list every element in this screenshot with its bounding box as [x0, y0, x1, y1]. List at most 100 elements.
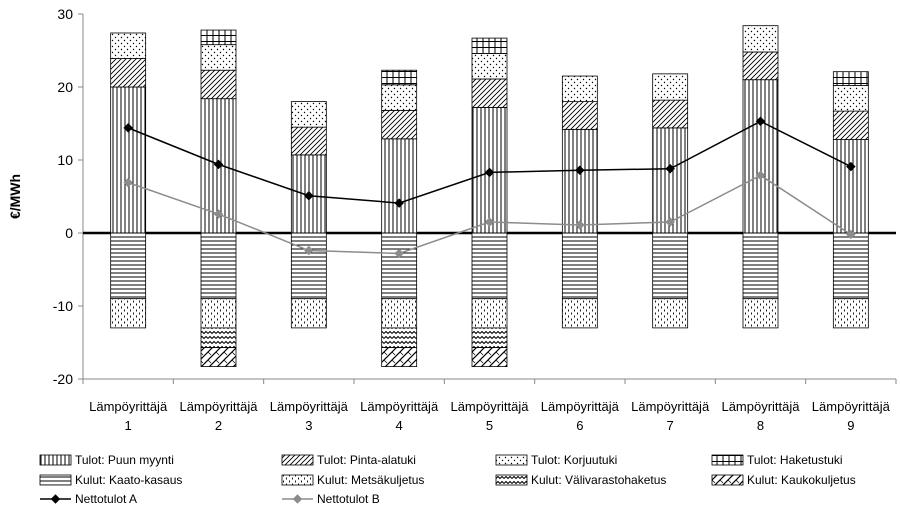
bar-segment [832, 139, 869, 234]
data-point [665, 217, 676, 227]
bar-segment [471, 347, 508, 367]
bar-segment [381, 69, 418, 86]
x-tick-label: 9 [847, 418, 854, 433]
data-point [394, 198, 405, 208]
x-tick-label: 6 [576, 418, 583, 433]
bar-segment [742, 298, 779, 329]
bar-segment [200, 327, 237, 349]
y-tick-label: 20 [57, 79, 73, 95]
bar-segment [110, 298, 147, 329]
bar-segment [471, 37, 508, 54]
legend-label: Tulot: Korjuutuki [531, 453, 617, 467]
bar-segment [290, 298, 327, 329]
bar-segment [110, 86, 147, 234]
x-tick-label: 8 [757, 418, 764, 433]
bar-segment [561, 75, 598, 103]
bar-segment [381, 298, 418, 329]
bar-segment [832, 232, 869, 300]
data-point [755, 170, 766, 181]
data-point [845, 161, 856, 172]
bar-segment [290, 101, 327, 128]
legend-swatch [495, 474, 528, 486]
lines [123, 116, 856, 259]
bar-segment [200, 44, 237, 71]
bar-segment [381, 109, 418, 140]
bar-segment [471, 298, 508, 329]
x-tick-label: Lämpöyrittäjä [812, 399, 891, 414]
bar-segment [110, 232, 147, 300]
legend-swatch [495, 454, 528, 466]
x-tick-label: Lämpöyrittäjä [450, 399, 529, 414]
bar-segment [561, 298, 598, 329]
x-tick-label: 4 [396, 418, 403, 433]
x-tick-label: Lämpöyrittäjä [541, 399, 620, 414]
legend-label: Kulut: Välivarastohaketus [531, 473, 666, 487]
bar-segment [742, 79, 779, 234]
bar-segment [832, 110, 869, 140]
legend-label: Kulut: Kaato-kasaus [75, 473, 182, 487]
y-tick-label: -20 [53, 371, 73, 387]
bar-segment [471, 232, 508, 300]
bar-segment [742, 232, 779, 300]
x-tick-label: Lämpöyrittäjä [270, 399, 349, 414]
legend-label: Nettotulot A [75, 492, 137, 506]
data-point [484, 167, 495, 178]
bar-segment [381, 327, 418, 349]
bar-segment [652, 73, 689, 101]
bar-segment [832, 85, 869, 112]
data-point [303, 190, 314, 201]
data-point [123, 123, 134, 133]
bar-segment [200, 69, 237, 100]
y-tick-label: 10 [57, 152, 73, 168]
bar-segment [200, 232, 237, 300]
legend-swatch [711, 454, 744, 466]
x-tick-label: 1 [125, 418, 132, 433]
bar-segment [200, 29, 237, 46]
x-tick-label: 2 [215, 418, 222, 433]
bar-segment [561, 128, 598, 234]
x-tick-label: Lämpöyrittäjä [89, 399, 168, 414]
x-tick-label: Lämpöyrittäjä [721, 399, 800, 414]
bar-segment [290, 126, 327, 156]
data-point [213, 159, 224, 170]
legend-label: Nettotulot B [317, 492, 380, 506]
bar-segment [742, 51, 779, 81]
legend-swatch [39, 474, 72, 486]
x-tick-label: 5 [486, 418, 493, 433]
legend-marker [292, 494, 303, 504]
data-point [574, 220, 585, 230]
legend-label: Tulot: Pinta-alatuki [317, 453, 416, 467]
legend: Tulot: Puun myynti Tulot: Pinta-alatuki Tu… [39, 453, 856, 506]
data-point [665, 163, 676, 174]
data-point [213, 209, 224, 219]
bar-segment [200, 347, 237, 367]
bar-segment [742, 25, 779, 53]
bar-segment [561, 101, 598, 130]
data-point [755, 116, 766, 127]
legend-swatch [711, 474, 744, 486]
bar-segment [381, 232, 418, 300]
data-point [484, 217, 495, 227]
x-tick-label: Lämpöyrittäjä [179, 399, 258, 414]
bar-segment [471, 327, 508, 349]
legend-swatch [281, 474, 314, 486]
bar-segment [110, 58, 147, 88]
y-tick-label: -10 [53, 298, 73, 314]
bar-segment [652, 99, 689, 129]
bar-segment [200, 298, 237, 329]
legend-label: Tulot: Haketustuki [747, 453, 843, 467]
x-tick-label: Lämpöyrittäjä [360, 399, 439, 414]
bar-segment [652, 232, 689, 300]
bar-segment [110, 32, 147, 59]
x-tick-label: 7 [667, 418, 674, 433]
y-tick-label: 30 [57, 6, 73, 22]
bar-segment [381, 138, 418, 234]
data-point [574, 165, 585, 176]
bar-segment [471, 78, 508, 108]
bar-segment [832, 298, 869, 329]
bar-segment [290, 232, 327, 300]
bars [110, 25, 869, 367]
data-point [303, 245, 314, 256]
legend-label: Tulot: Puun myynti [75, 453, 174, 467]
